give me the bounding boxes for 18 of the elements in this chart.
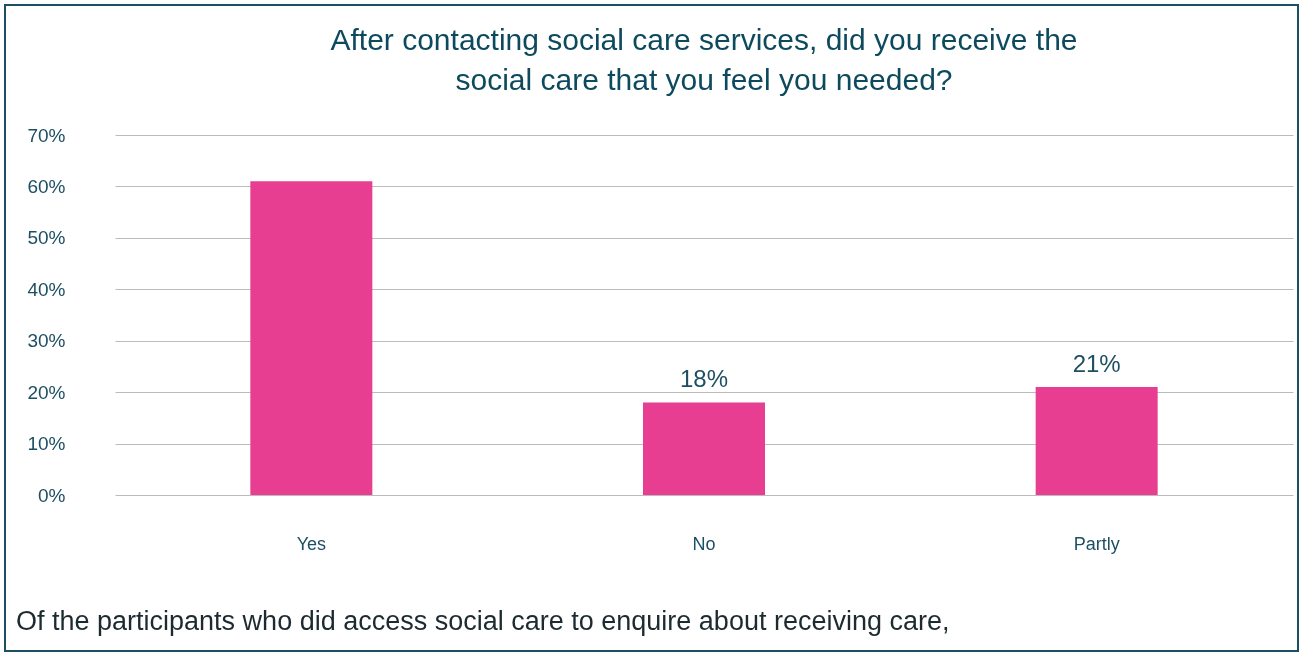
x-tick-label: Partly bbox=[1073, 533, 1120, 554]
y-tick-label: 60% bbox=[27, 175, 66, 197]
chart-title: After contacting social care services, did you receive the social care that you feel you needed? bbox=[330, 23, 1078, 96]
y-tick-label: 10% bbox=[27, 433, 66, 455]
data-label: 21% bbox=[1072, 350, 1121, 377]
y-tick-label: 30% bbox=[27, 330, 66, 352]
x-tick-label: Yes bbox=[296, 533, 327, 554]
data-label: 18% bbox=[679, 365, 729, 393]
y-tick-label: 40% bbox=[27, 278, 66, 300]
bar bbox=[643, 402, 765, 495]
x-tick-label: No bbox=[692, 533, 716, 554]
text: Of the participants who did access social care to enquire about receiving care, bbox=[16, 606, 950, 637]
y-tick-label: 20% bbox=[27, 381, 66, 403]
bar bbox=[250, 181, 373, 495]
y-tick-label: 50% bbox=[27, 227, 66, 249]
y-tick-label: 0% bbox=[38, 484, 66, 506]
bar bbox=[1035, 387, 1158, 495]
y-tick-label: 70% bbox=[27, 124, 66, 146]
